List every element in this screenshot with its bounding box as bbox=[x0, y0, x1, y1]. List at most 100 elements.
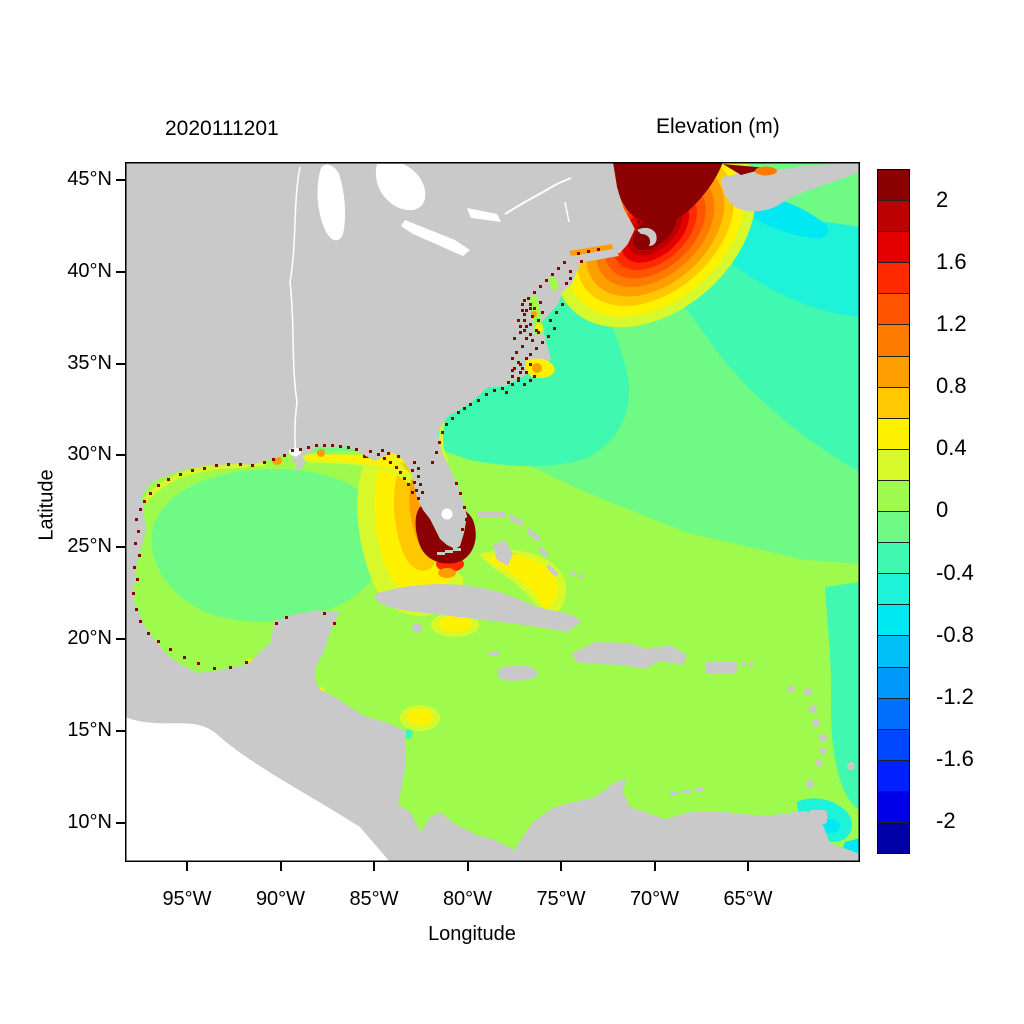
colorbar-tick-label: 2 bbox=[936, 187, 949, 213]
delaware-bay bbox=[548, 276, 559, 291]
st-lawrence-river bbox=[504, 177, 572, 215]
west-gulf-pool bbox=[151, 468, 384, 622]
y-tick-label: 30°N bbox=[67, 443, 112, 466]
antilles-east-band bbox=[825, 582, 860, 810]
y-axis-title: Latitude bbox=[35, 469, 58, 541]
minas-basin-sliver bbox=[723, 164, 767, 175]
grand-bahama bbox=[477, 512, 505, 517]
coastal-surge-speckles bbox=[132, 200, 660, 670]
hispaniola-land bbox=[571, 642, 687, 669]
x-tick-mark bbox=[279, 862, 282, 871]
colorbar-tick-label: 1.2 bbox=[936, 311, 967, 337]
nova-scotia-land bbox=[721, 162, 860, 212]
x-tick-label: 80°W bbox=[442, 888, 493, 910]
colorbar-title: Elevation (m) bbox=[656, 115, 780, 138]
x-tick-mark bbox=[653, 862, 656, 871]
cuba-land bbox=[374, 584, 581, 632]
islands-and-peninsulas bbox=[374, 162, 860, 824]
colorbar-segment bbox=[878, 542, 909, 574]
colorbar-segment bbox=[878, 790, 909, 822]
long-island-land bbox=[577, 252, 619, 263]
colorbar-segment bbox=[878, 324, 909, 356]
x-axis-title: Longitude bbox=[428, 923, 516, 945]
colorbar-segment bbox=[878, 604, 909, 636]
jamaica-land bbox=[497, 665, 538, 681]
colorbar-segment bbox=[878, 200, 909, 232]
colorbar-tick-label: -1.2 bbox=[936, 683, 974, 709]
map-plot bbox=[125, 162, 860, 862]
cape-cod-land bbox=[637, 227, 657, 246]
eleuthera bbox=[526, 528, 541, 542]
elevation-colorbar bbox=[877, 169, 910, 854]
colorbar-segment bbox=[878, 728, 909, 760]
colorbar-segment bbox=[878, 759, 909, 791]
colorbar-segment bbox=[878, 262, 909, 294]
x-tick-label: 65°W bbox=[723, 888, 773, 910]
y-tick-mark bbox=[116, 362, 125, 365]
y-tick-label: 40°N bbox=[67, 259, 112, 282]
y-tick-mark bbox=[116, 546, 125, 549]
y-tick-label: 35°N bbox=[67, 351, 112, 374]
colorbar-tick-label: -0.8 bbox=[936, 621, 974, 647]
water-data-layers bbox=[133, 162, 860, 854]
colorbar-tick-label: 0.4 bbox=[936, 435, 967, 461]
x-tick-label: 95°W bbox=[162, 888, 212, 910]
plot-frame bbox=[125, 162, 860, 862]
colorbar-segment bbox=[878, 821, 909, 854]
plot-title-date: 2020111201 bbox=[165, 117, 279, 140]
colorbar-segment bbox=[878, 666, 909, 698]
colorbar-tick-label: -2 bbox=[936, 807, 956, 833]
colorbar-segment bbox=[878, 170, 909, 201]
y-tick-mark bbox=[116, 821, 125, 824]
northumberland-orange bbox=[755, 166, 777, 176]
colorbar-segment bbox=[878, 231, 909, 263]
y-tick-mark bbox=[116, 270, 125, 273]
nicaragua-offshore-patch bbox=[400, 705, 440, 739]
colorbar-tick-label: -1.6 bbox=[936, 745, 974, 771]
colorbar-segment bbox=[878, 511, 909, 543]
colorbar-segment bbox=[878, 386, 909, 418]
colorbar-segment bbox=[878, 417, 909, 449]
florida-keys bbox=[453, 548, 461, 551]
y-tick-mark bbox=[116, 454, 125, 457]
colorbar-tick-label: 0 bbox=[936, 497, 949, 523]
y-tick-mark bbox=[116, 729, 125, 732]
x-tick-label: 85°W bbox=[349, 888, 399, 910]
bahama-bank-arc bbox=[479, 550, 566, 618]
mississippi-river bbox=[289, 166, 301, 458]
bay-of-fundy-surge-core bbox=[613, 162, 723, 224]
colorbar-segment bbox=[878, 293, 909, 325]
colorbar-tick-label: 0.8 bbox=[936, 373, 967, 399]
colorbar-segment bbox=[878, 573, 909, 605]
barbados bbox=[847, 762, 855, 770]
y-tick-label: 20°N bbox=[67, 627, 112, 649]
x-tick-mark bbox=[747, 862, 749, 871]
colorbar-segment bbox=[878, 479, 909, 512]
andros-island bbox=[493, 540, 513, 566]
georgia-coast-band bbox=[438, 421, 449, 464]
y-tick-label: 25°N bbox=[67, 535, 112, 558]
outside-domain-region bbox=[125, 717, 390, 862]
trinidad-land bbox=[809, 810, 827, 824]
lake-michigan bbox=[317, 164, 346, 241]
y-tick-label: 45°N bbox=[67, 168, 112, 190]
x-tick-label: 70°W bbox=[629, 888, 680, 910]
rivers-white bbox=[289, 166, 572, 458]
y-tick-mark bbox=[116, 179, 125, 181]
y-tick-label: 15°N bbox=[67, 718, 112, 741]
y-tick-mark bbox=[116, 638, 125, 640]
lake-huron bbox=[375, 164, 426, 211]
x-tick-mark bbox=[373, 862, 375, 871]
x-tick-mark bbox=[560, 862, 562, 871]
lake-erie bbox=[401, 220, 470, 256]
isla-juventud bbox=[412, 623, 422, 633]
lake-okeechobee bbox=[441, 508, 453, 520]
colorbar-segment bbox=[878, 635, 909, 667]
grand-cayman bbox=[489, 652, 499, 655]
y-tick-label: 10°N bbox=[67, 810, 112, 833]
abaco bbox=[508, 514, 524, 527]
x-tick-label: 90°W bbox=[255, 888, 306, 910]
lake-champlain bbox=[564, 201, 570, 223]
colorbar-segment bbox=[878, 355, 909, 387]
